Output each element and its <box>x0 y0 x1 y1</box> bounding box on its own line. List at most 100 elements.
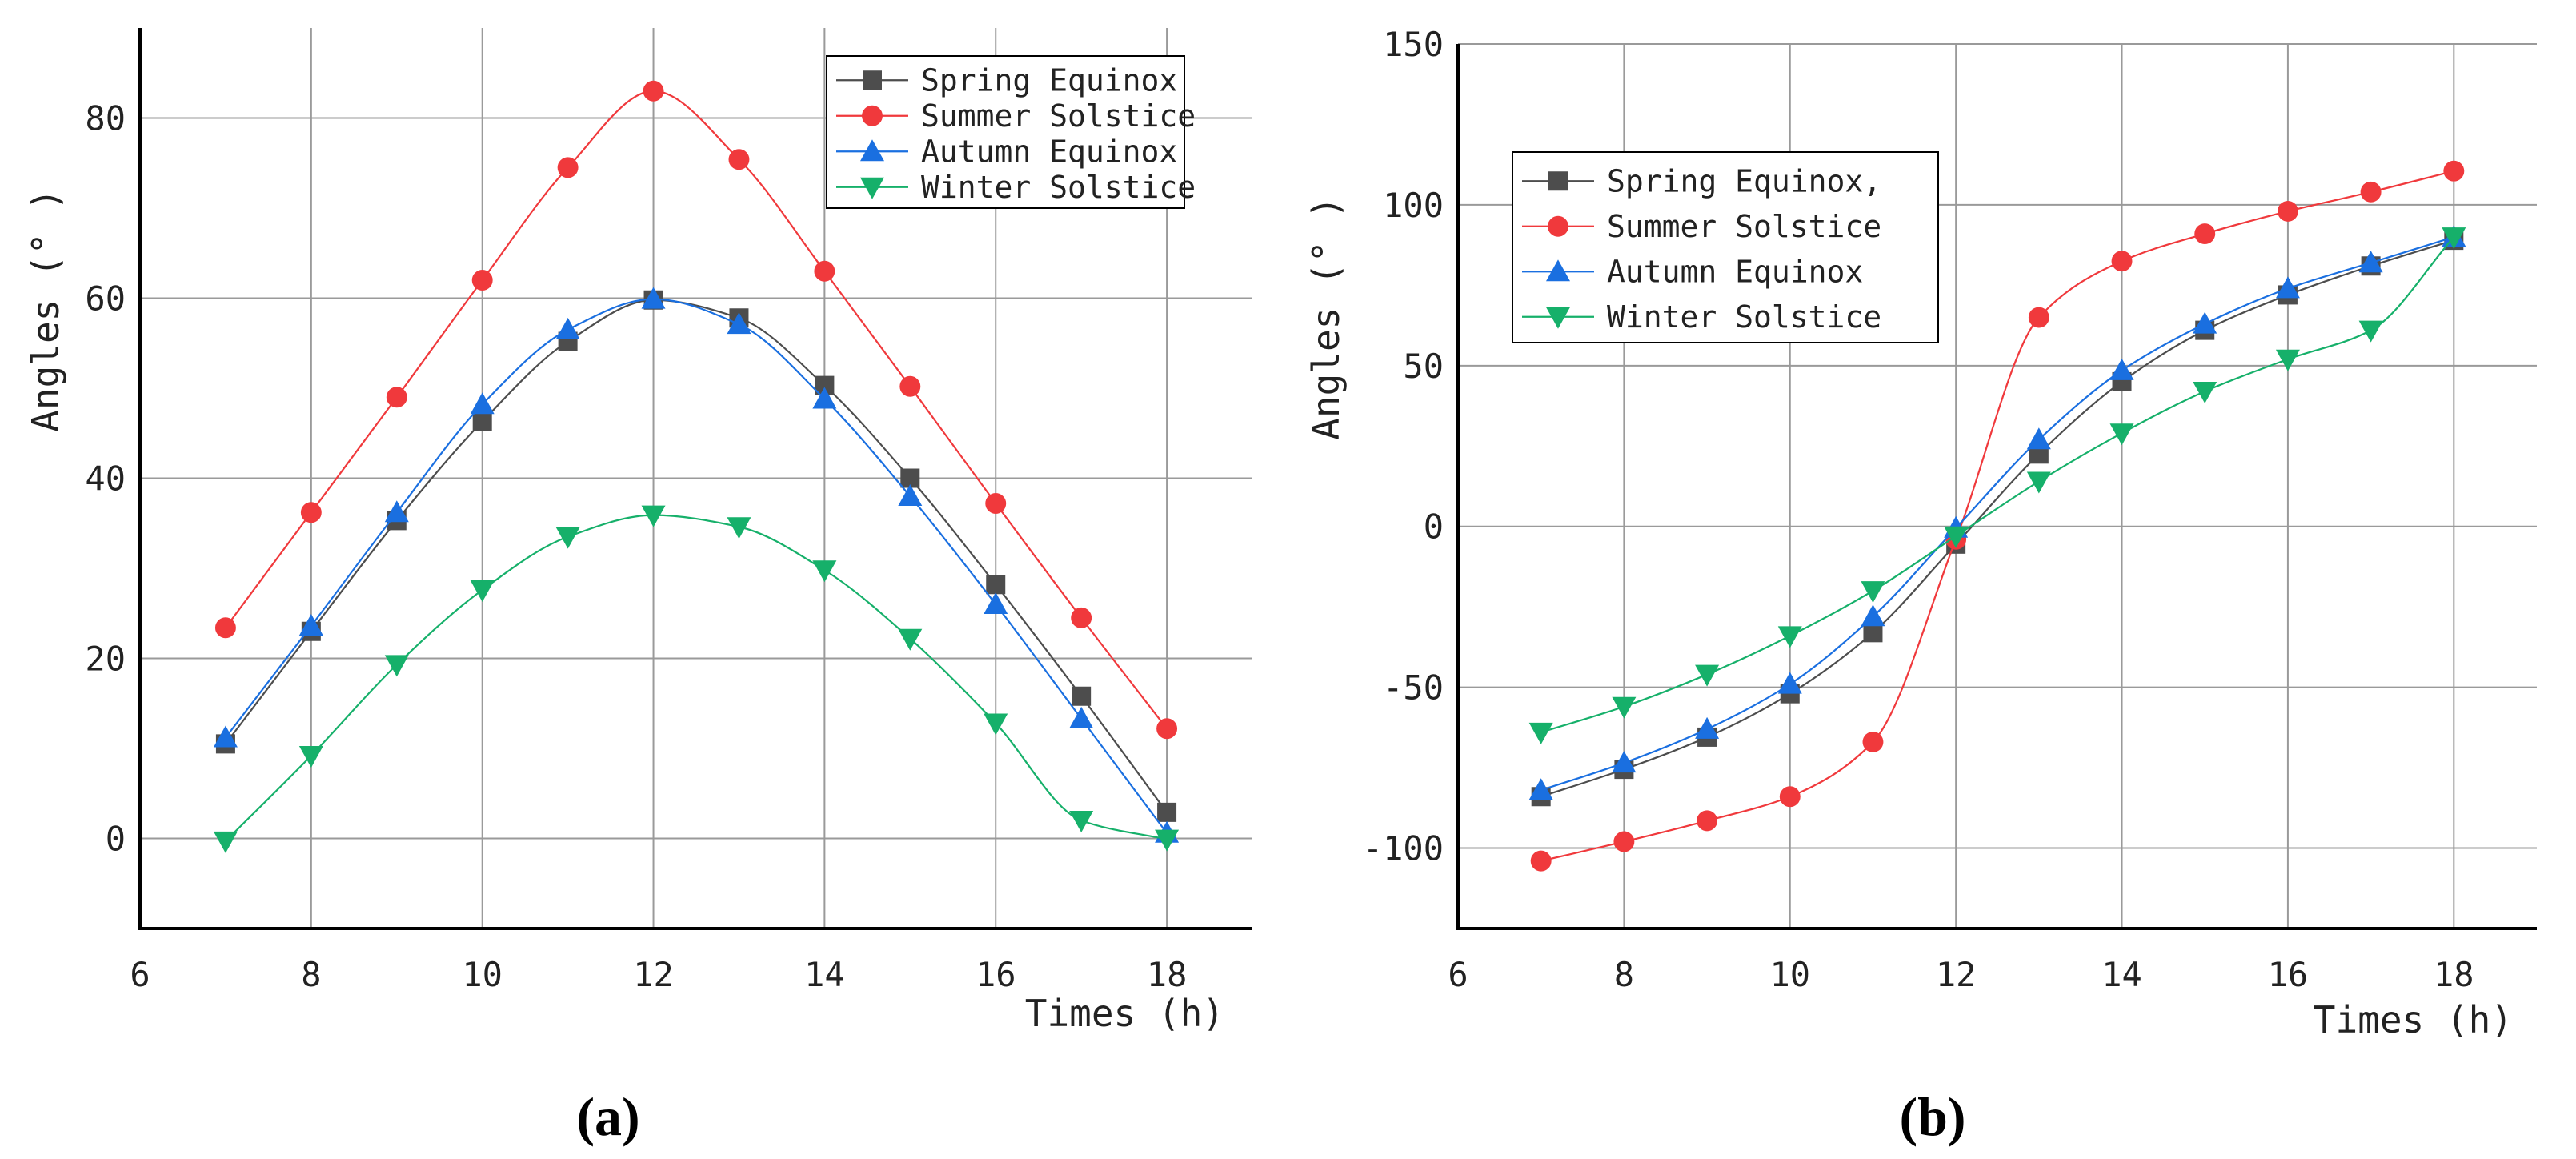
series-autumn-equinox <box>1528 225 2466 800</box>
data-point-marker <box>728 149 750 170</box>
y-tick-label: 40 <box>85 459 126 499</box>
panel-label: (b) <box>1899 1086 1965 1147</box>
data-point-marker <box>2360 181 2382 203</box>
data-point-marker <box>2109 423 2134 446</box>
axis-lines <box>1456 44 2537 930</box>
legend-label: Summer Solstice <box>921 98 1196 134</box>
data-point-marker <box>555 527 580 549</box>
legend-marker <box>860 139 884 162</box>
legend-label: Spring Equinox, <box>1607 163 1881 199</box>
x-tick-label: 16 <box>976 955 1016 994</box>
data-point-marker <box>984 713 1008 736</box>
data-point-marker <box>1613 831 1635 852</box>
y-axis-label: Angles (° ) <box>24 188 67 432</box>
axis-lines <box>138 28 1252 930</box>
x-axis-label: Times (h) <box>2314 998 2513 1041</box>
data-point-marker <box>470 392 495 415</box>
legend-label: Winter Solstice <box>1607 299 1881 335</box>
series-line <box>225 90 1168 729</box>
y-tick-label: 20 <box>85 640 126 679</box>
data-point-marker <box>2277 200 2298 222</box>
x-tick-label: 10 <box>462 955 503 994</box>
data-point-marker <box>984 592 1008 614</box>
x-tick-label: 8 <box>301 955 321 994</box>
data-point-marker <box>1862 731 1884 752</box>
data-point-marker <box>985 493 1007 514</box>
data-point-marker <box>1530 850 1552 872</box>
data-point-marker <box>298 614 323 636</box>
data-point-marker <box>2358 320 2383 343</box>
data-point-marker <box>1861 604 1885 627</box>
data-point-marker <box>470 580 495 602</box>
data-point-marker <box>386 387 407 408</box>
x-tick-label: 18 <box>1147 955 1188 994</box>
data-point-marker <box>899 375 921 397</box>
legend-label: Autumn Equinox <box>921 134 1177 169</box>
y-tick-label: 0 <box>106 820 126 859</box>
series-spring-equinox <box>215 290 1177 822</box>
data-point-marker <box>1528 778 1553 800</box>
legend: Spring Equinox, Summer Solstice Autumn Equ… <box>1512 151 1939 343</box>
data-point-marker <box>986 575 1006 595</box>
data-point-marker <box>814 260 835 282</box>
data-point-marker <box>555 317 580 339</box>
data-point-marker <box>1863 623 1883 643</box>
data-point-marker <box>1155 829 1180 852</box>
y-tick-label: 50 <box>1403 347 1444 386</box>
legend-label: Summer Solstice <box>1607 209 1881 244</box>
x-tick-label: 12 <box>1936 955 1977 994</box>
legend-box <box>826 55 1185 209</box>
data-point-marker <box>643 80 664 102</box>
data-point-marker <box>1072 686 1092 706</box>
data-point-marker <box>727 312 751 335</box>
legend-label: Autumn Equinox <box>1607 254 1863 289</box>
data-point-marker <box>213 725 238 748</box>
chart-panel-b: 6 8 10 12 14 16 18 -100 -50 0 50 100 150 Angles (° ) T… <box>1304 25 2537 1147</box>
legend-marker <box>860 177 884 199</box>
data-point-marker <box>2275 276 2300 299</box>
data-point-marker <box>471 270 493 291</box>
data-point-marker <box>1861 581 1885 604</box>
data-point-marker <box>1156 718 1178 740</box>
series-line <box>225 299 1168 813</box>
data-point-marker <box>214 617 236 639</box>
x-tick-label: 18 <box>2434 955 2474 994</box>
data-point-marker <box>1612 696 1637 719</box>
legend-marker <box>1546 307 1570 329</box>
series-winter-solstice <box>213 505 1180 853</box>
data-point-marker <box>1777 672 1802 694</box>
data-point-marker <box>2026 471 2051 494</box>
data-point-marker <box>2193 311 2217 334</box>
data-point-marker <box>1157 802 1177 822</box>
data-point-marker <box>1612 751 1637 773</box>
legend-marker <box>1546 259 1570 282</box>
y-tick-label: 80 <box>85 99 126 138</box>
x-tick-label: 16 <box>2268 955 2309 994</box>
x-tick-label: 10 <box>1769 955 1810 994</box>
data-point-marker <box>2275 349 2300 371</box>
series-line <box>225 514 1168 842</box>
y-tick-label: -100 <box>1363 829 1444 868</box>
data-point-marker <box>1779 786 1801 808</box>
data-point-marker <box>2109 358 2134 380</box>
data-point-marker <box>2028 307 2049 328</box>
data-point-marker <box>898 484 923 506</box>
legend-marker <box>1548 171 1568 191</box>
legend-box <box>1512 151 1939 343</box>
y-tick-label: 100 <box>1383 186 1444 225</box>
data-point-marker <box>1071 607 1092 628</box>
legend-label: Winter Solstice <box>921 170 1196 205</box>
panel-label: (a) <box>576 1086 639 1147</box>
data-point-marker <box>1528 722 1553 744</box>
data-point-marker <box>727 517 751 539</box>
data-point-marker <box>384 655 409 677</box>
x-tick-label: 6 <box>130 955 150 994</box>
x-tick-label: 6 <box>1448 955 1468 994</box>
y-tick-label: -50 <box>1383 668 1444 708</box>
series-line <box>225 298 1168 834</box>
data-point-marker <box>2111 251 2133 272</box>
x-axis-label: Times (h) <box>1025 992 1224 1035</box>
chart-panel-a: 6 8 10 12 14 16 18 0 20 40 60 80 Angles (° ) Times (h… <box>24 28 1252 1147</box>
